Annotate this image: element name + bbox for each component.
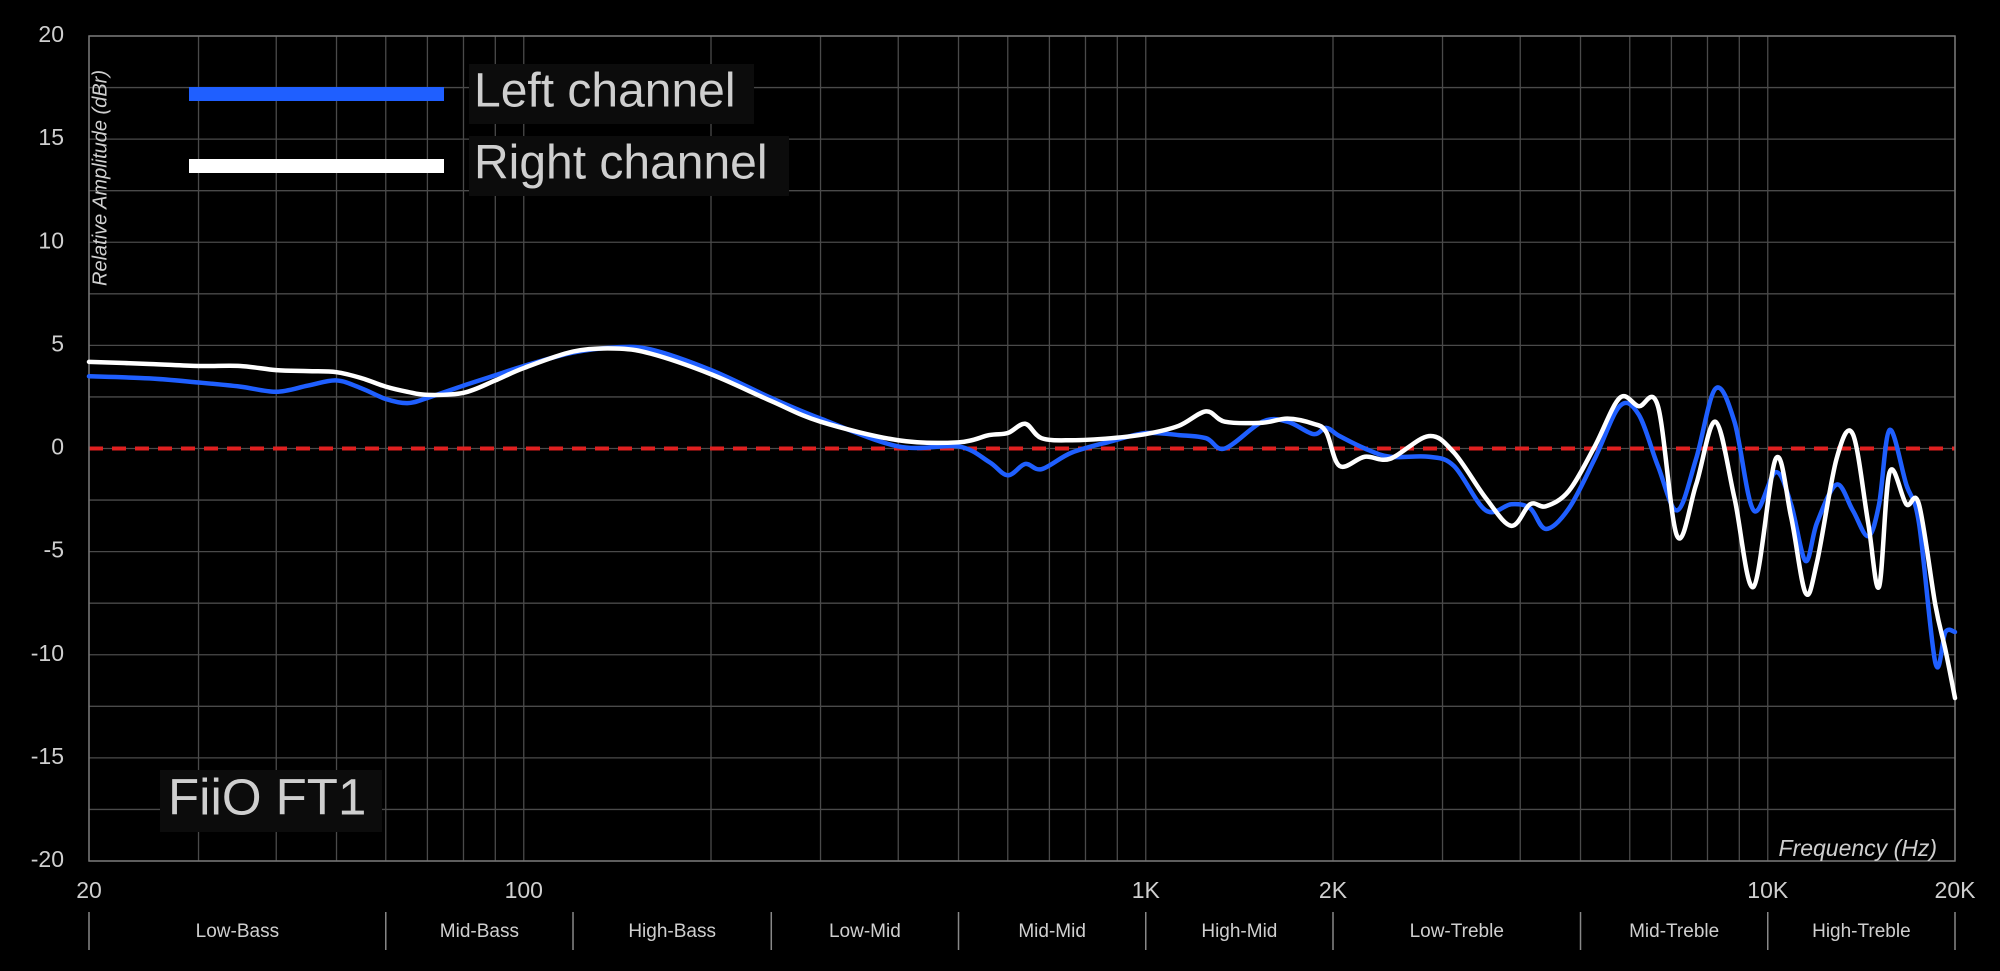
- legend-label: Left channel: [474, 65, 736, 118]
- y-tick-label: -15: [31, 743, 64, 769]
- y-tick-label: 5: [51, 330, 64, 356]
- x-tick-label: 1K: [1132, 877, 1161, 903]
- band-label: High-Bass: [628, 921, 716, 942]
- series-line: [86, 344, 1958, 670]
- plot-lines: [86, 35, 1958, 862]
- y-tick-label: 15: [38, 124, 64, 150]
- band-label: High-Treble: [1812, 921, 1911, 942]
- legend-swatch: [189, 87, 444, 101]
- legend-label: Right channel: [474, 137, 768, 190]
- legend-label-box: [469, 136, 789, 196]
- y-tick-label: 20: [38, 21, 64, 47]
- band-label: Mid-Bass: [440, 921, 519, 942]
- x-tick-label: 10K: [1747, 877, 1789, 903]
- x-tick-label: 20: [76, 877, 102, 903]
- band-label: High-Mid: [1201, 921, 1277, 942]
- chart-title: FiiO FT1: [168, 768, 366, 825]
- labels: -20 -15 -10 -5 0 5 10 15 20 20 100 1K 2K 10K 20K Low-Ba…: [31, 21, 1976, 950]
- y-tick-label: 10: [38, 227, 64, 253]
- band-label: Mid-Treble: [1629, 921, 1719, 942]
- x-tick-label: 100: [505, 877, 543, 903]
- legend-label-box: [469, 64, 754, 124]
- y-axis-label: Relative Amplitude (dBr): [89, 70, 111, 286]
- band-label: Mid-Mid: [1018, 921, 1086, 942]
- x-tick-label: 20K: [1935, 877, 1977, 903]
- y-tick-label: -10: [31, 640, 64, 666]
- band-label: Low-Treble: [1410, 921, 1504, 942]
- y-tick-label: -5: [44, 537, 64, 563]
- band-label: Low-Bass: [196, 921, 279, 942]
- y-tick-label: 0: [51, 434, 64, 460]
- x-tick-label: 2K: [1319, 877, 1348, 903]
- y-tick-label: -20: [31, 846, 64, 872]
- title-box: [160, 770, 382, 832]
- band-label: Low-Mid: [829, 921, 901, 942]
- legend-swatch: [189, 159, 444, 173]
- x-axis-label: Frequency (Hz): [1779, 835, 1937, 861]
- series-line: [86, 346, 1958, 701]
- plot-frame: [88, 35, 1956, 862]
